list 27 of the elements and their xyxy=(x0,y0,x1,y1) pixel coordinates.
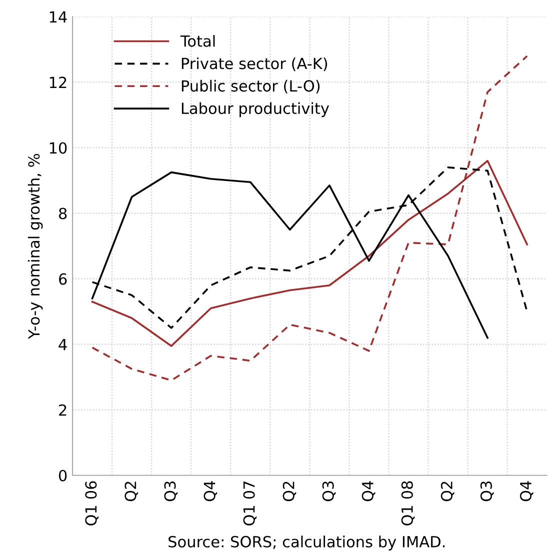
x-tick-label: Q4 xyxy=(520,481,534,502)
y-tick-label: 4 xyxy=(58,338,67,350)
legend-label: Public sector (L-O) xyxy=(182,80,320,94)
y-axis-title: Y-o-y nominal growth, % xyxy=(28,154,43,339)
y-tick-label: 10 xyxy=(50,142,67,154)
x-tick-label: Q1 07 xyxy=(243,482,257,526)
x-tick-label: Q2 xyxy=(440,482,454,502)
x-tick-label: Q4 xyxy=(362,481,376,502)
x-tick-label: Q2 xyxy=(282,482,296,502)
source-note: Source: SORS; calculations by IMAD. xyxy=(168,536,445,550)
line-series xyxy=(91,55,528,382)
legend-label: Private sector (A-K) xyxy=(182,57,328,72)
y-tick-label: 0 xyxy=(58,470,67,482)
y-tick-label: 8 xyxy=(58,208,67,220)
x-tick-label: Q3 xyxy=(322,481,336,502)
y-tick-label: 6 xyxy=(59,273,67,285)
y-tick-label: 12 xyxy=(50,76,66,88)
x-tick-label: Q3 xyxy=(164,481,178,502)
y-tick-label: 2 xyxy=(59,404,66,416)
x-tick-label: Q1 06 xyxy=(85,481,98,526)
x-tick-label: Q3 xyxy=(480,481,494,502)
x-tick-label: Q2 xyxy=(124,482,138,502)
x-tick-label: Q1 08 xyxy=(401,481,415,526)
legend-label: Labour productivity xyxy=(182,102,330,118)
legend-label: Total xyxy=(180,35,215,47)
x-tick-label: Q4 xyxy=(204,481,218,502)
y-tick-label: 14 xyxy=(50,11,67,22)
